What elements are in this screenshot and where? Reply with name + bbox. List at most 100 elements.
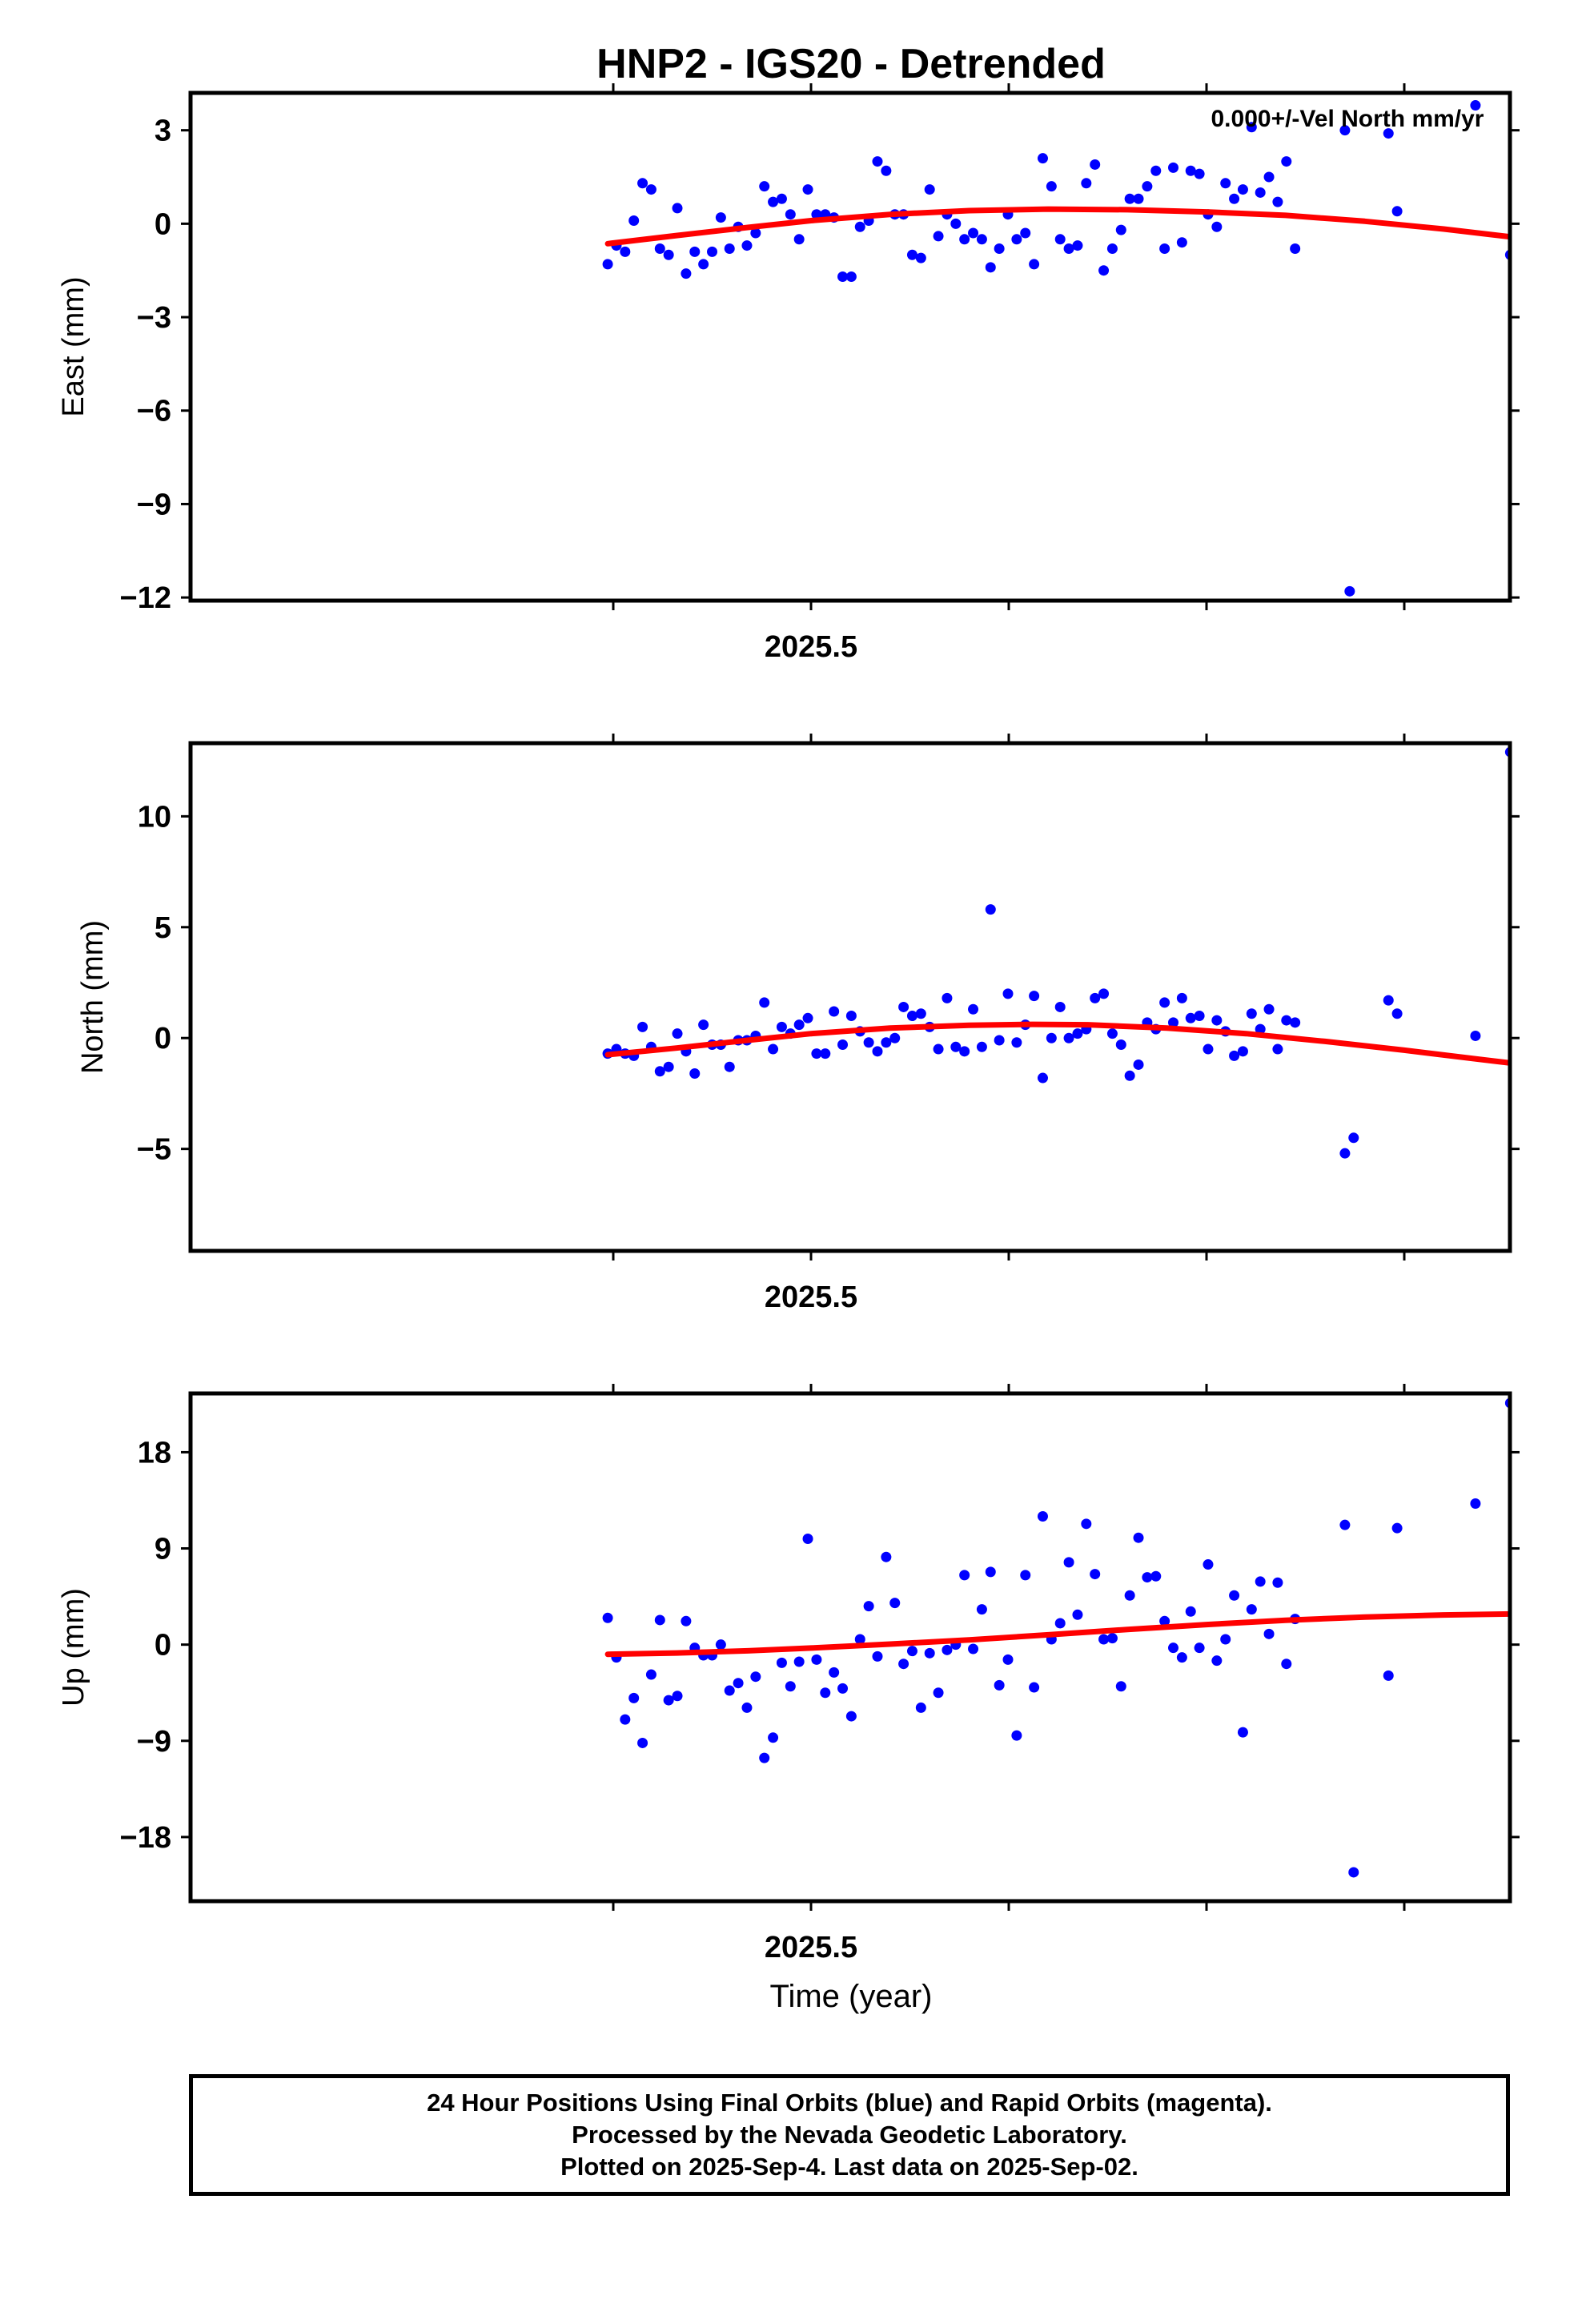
north-final-point bbox=[1124, 1070, 1135, 1081]
up-final-point bbox=[1020, 1570, 1031, 1581]
up-final-point bbox=[1391, 1522, 1403, 1534]
up-final-point bbox=[1011, 1730, 1022, 1741]
up-final-point bbox=[768, 1732, 779, 1743]
east-final-point bbox=[1229, 193, 1240, 204]
north-final-point bbox=[1272, 1043, 1283, 1055]
east-final-point bbox=[1246, 122, 1257, 133]
up-xtick-label: 2025.5 bbox=[765, 1931, 857, 1964]
north-rapid-point bbox=[1579, 1082, 1582, 1092]
north-final-point bbox=[1470, 1030, 1481, 1041]
up-final-point bbox=[715, 1639, 726, 1651]
up-final-point bbox=[802, 1534, 813, 1545]
east-final-point bbox=[1570, 256, 1580, 267]
up-axis-label: Up (mm) bbox=[57, 1588, 90, 1707]
east-axis-label: East (mm) bbox=[57, 276, 90, 416]
north-final-point bbox=[1339, 1148, 1351, 1159]
north-final-point bbox=[942, 992, 953, 1003]
north-final-point bbox=[793, 1019, 805, 1031]
up-final-point bbox=[1220, 1634, 1231, 1645]
up-final-point bbox=[820, 1687, 831, 1699]
east-final-point bbox=[620, 246, 631, 257]
north-final-point bbox=[1211, 1015, 1223, 1026]
east-final-point bbox=[785, 209, 796, 220]
up-final-point bbox=[733, 1678, 744, 1689]
east-final-point bbox=[1339, 125, 1351, 136]
north-final-point bbox=[1391, 1008, 1403, 1019]
east-final-point bbox=[1344, 585, 1355, 597]
up-final-point bbox=[1211, 1655, 1223, 1667]
north-final-point bbox=[1115, 1039, 1126, 1051]
east-final-point bbox=[1046, 181, 1057, 192]
up-final-point bbox=[759, 1752, 770, 1763]
east-final-point bbox=[837, 271, 849, 282]
north-final-point bbox=[1383, 995, 1394, 1006]
up-final-point bbox=[1272, 1577, 1283, 1588]
up-final-point bbox=[837, 1683, 849, 1694]
east-final-point bbox=[881, 165, 892, 176]
up-final-point bbox=[1255, 1576, 1266, 1587]
east-final-point bbox=[1150, 165, 1162, 176]
up-final-point bbox=[1540, 1611, 1550, 1622]
north-final-point bbox=[1176, 992, 1187, 1003]
north-final-point bbox=[976, 1041, 987, 1052]
up-final-point bbox=[672, 1691, 683, 1702]
up-ytick-label: 0 bbox=[155, 1629, 171, 1663]
east-final-point bbox=[811, 209, 822, 220]
up-final-point bbox=[1072, 1609, 1083, 1620]
east-final-point bbox=[768, 196, 779, 207]
east-final-point bbox=[1185, 165, 1196, 176]
north-final-point bbox=[1229, 1050, 1240, 1061]
up-final-point bbox=[1229, 1590, 1240, 1601]
east-final-point bbox=[672, 203, 683, 214]
north-final-point bbox=[915, 1008, 926, 1019]
north-final-point bbox=[1348, 1132, 1359, 1144]
east-final-point bbox=[1133, 193, 1144, 204]
east-final-point bbox=[1098, 265, 1110, 276]
east-final-point bbox=[1176, 237, 1187, 248]
east-final-point bbox=[698, 259, 709, 270]
north-final-point bbox=[1063, 1032, 1074, 1043]
north-final-point bbox=[1002, 988, 1014, 999]
north-final-point bbox=[768, 1043, 779, 1055]
east-final-point bbox=[1054, 234, 1066, 245]
east-final-point bbox=[1237, 184, 1248, 195]
north-final-point bbox=[1168, 1017, 1179, 1028]
up-final-point bbox=[785, 1681, 796, 1692]
up-final-point bbox=[1081, 1518, 1092, 1530]
north-final-point bbox=[1159, 997, 1170, 1008]
up-final-point bbox=[663, 1695, 674, 1706]
east-final-point bbox=[1115, 224, 1126, 235]
east-final-point bbox=[845, 271, 857, 282]
up-final-point bbox=[994, 1679, 1005, 1691]
north-frame bbox=[188, 741, 1512, 1253]
north-final-point bbox=[881, 1037, 892, 1048]
east-ytick-label: 0 bbox=[155, 207, 171, 241]
east-final-point bbox=[1037, 153, 1048, 164]
north-final-point bbox=[1566, 1097, 1576, 1108]
east-final-point bbox=[924, 184, 935, 195]
up-data bbox=[602, 1397, 1582, 1878]
up-final-point bbox=[933, 1687, 944, 1699]
north-axis-label: North (mm) bbox=[76, 920, 110, 1074]
up-frame bbox=[188, 1391, 1512, 1904]
up-final-point bbox=[1383, 1670, 1394, 1681]
up-final-point bbox=[645, 1669, 656, 1680]
north-final-point bbox=[837, 1039, 849, 1051]
up-final-point bbox=[829, 1667, 840, 1678]
up-ytick-label: 18 bbox=[138, 1436, 171, 1470]
east-xtick-label: 2025.5 bbox=[765, 630, 857, 664]
up-rapid-point bbox=[1579, 1659, 1582, 1669]
up-final-point bbox=[915, 1702, 926, 1713]
north-final-point bbox=[802, 1012, 813, 1023]
north-final-point bbox=[1185, 1012, 1196, 1023]
north-final-point bbox=[959, 1046, 970, 1057]
footer-line-orbits: 24 Hour Positions Using Final Orbits (bl… bbox=[427, 2089, 1272, 2117]
east-final-point bbox=[602, 259, 613, 270]
east-frame bbox=[188, 90, 1512, 603]
north-final-point bbox=[985, 904, 996, 915]
east-final-point bbox=[1391, 206, 1403, 217]
north-final-point bbox=[1011, 1037, 1022, 1048]
up-final-point bbox=[1185, 1606, 1196, 1617]
up-final-point bbox=[811, 1654, 822, 1665]
up-final-point bbox=[654, 1614, 665, 1626]
